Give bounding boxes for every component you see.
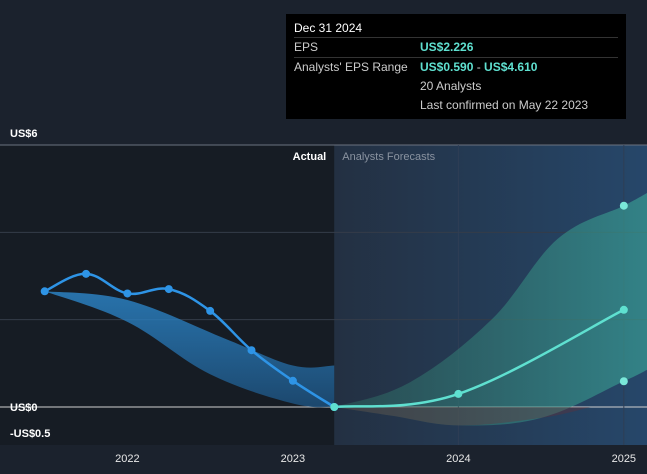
actual-eps-point bbox=[165, 285, 173, 293]
tooltip-range-low: US$0.590 bbox=[420, 60, 473, 74]
tooltip-analysts: 20 Analysts bbox=[420, 77, 481, 96]
eps-tooltip: Dec 31 2024 EPS US$2.226 Analysts' EPS R… bbox=[286, 14, 626, 119]
actual-eps-point bbox=[82, 270, 90, 278]
tooltip-range-label: Analysts' EPS Range bbox=[294, 58, 420, 77]
actual-eps-point bbox=[289, 377, 297, 385]
actual-region-label: Actual bbox=[293, 151, 327, 163]
y-axis-label: US$0 bbox=[10, 402, 38, 414]
actual-eps-point bbox=[248, 346, 256, 354]
tooltip-range-separator: - bbox=[473, 60, 484, 74]
forecast-eps-point bbox=[454, 390, 462, 398]
tooltip-confirmed: Last confirmed on May 22 2023 bbox=[420, 96, 588, 115]
y-axis-label: US$6 bbox=[10, 128, 38, 140]
forecast-eps-point bbox=[330, 403, 338, 411]
actual-eps-point bbox=[123, 289, 131, 297]
tooltip-eps-value: US$2.226 bbox=[420, 38, 473, 57]
range-low-point bbox=[620, 377, 628, 385]
x-tick-label: 2023 bbox=[281, 453, 305, 465]
eps-chart: US$6 US$0 -US$0.5 2022 2023 2024 2025 Actual Ana… bbox=[0, 0, 647, 474]
range-high-point bbox=[620, 202, 628, 210]
tooltip-range-high: US$4.610 bbox=[484, 60, 537, 74]
y-axis-label: -US$0.5 bbox=[10, 428, 50, 440]
tooltip-eps-label: EPS bbox=[294, 38, 420, 57]
forecast-eps-point bbox=[620, 306, 628, 314]
x-tick-label: 2025 bbox=[612, 453, 636, 465]
x-tick-label: 2024 bbox=[446, 453, 470, 465]
actual-eps-point bbox=[206, 307, 214, 315]
actual-eps-point bbox=[41, 287, 49, 295]
tooltip-date: Dec 31 2024 bbox=[294, 20, 618, 37]
x-tick-label: 2022 bbox=[115, 453, 139, 465]
forecast-region-label: Analysts Forecasts bbox=[342, 151, 435, 163]
